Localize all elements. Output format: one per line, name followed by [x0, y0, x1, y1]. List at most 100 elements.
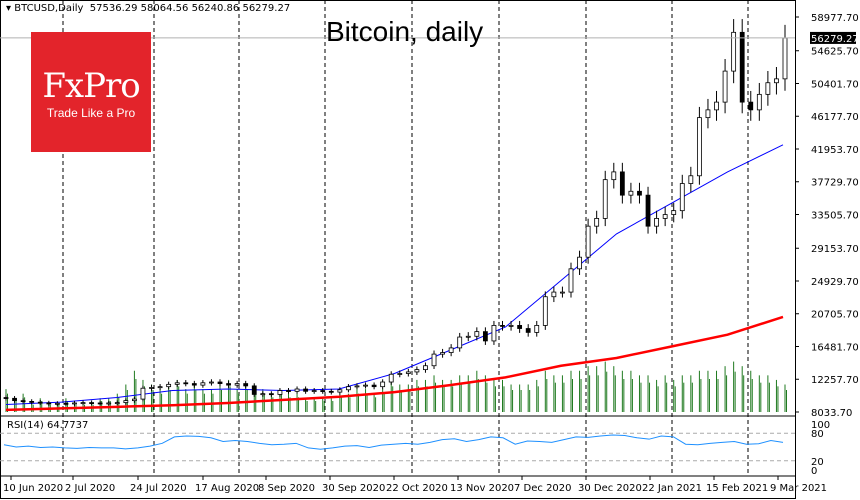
- candle-body: [577, 256, 582, 270]
- y-tick-label: 41953.70: [811, 145, 859, 156]
- x-tick-label: 22 Oct 2020: [386, 483, 448, 494]
- x-tick-label: 30 Dec 2020: [578, 483, 642, 494]
- candle-body: [268, 393, 274, 396]
- chart-frame: [0, 0, 796, 499]
- candle-body: [440, 352, 445, 355]
- candle-body: [491, 325, 497, 342]
- candle-body: [551, 291, 557, 298]
- y-tick-label: 20705.70: [811, 310, 859, 321]
- candle-body: [414, 369, 420, 373]
- y-tick-label: 8033.70: [811, 408, 852, 419]
- current-price-label: 56279.27: [811, 34, 859, 45]
- candle-body: [217, 381, 223, 384]
- candle-body: [474, 331, 480, 337]
- candle-body: [243, 383, 249, 387]
- candle-body: [602, 179, 608, 219]
- candle-body: [200, 382, 206, 386]
- candle-body: [388, 373, 394, 383]
- x-tick-label: 17 Aug 2020: [195, 483, 259, 494]
- candle-body: [508, 325, 514, 327]
- fxpro-logo: FxPro Trade Like a Pro: [31, 32, 151, 152]
- candle-body: [37, 401, 43, 404]
- candle-body: [542, 296, 548, 326]
- x-tick-label: 22 Jan 2021: [642, 483, 702, 494]
- candle-body: [294, 388, 300, 392]
- candle-body: [405, 371, 411, 374]
- candle-body: [226, 383, 231, 386]
- candle-body: [20, 400, 26, 403]
- candle-body: [397, 373, 403, 375]
- y-tick-label: 58977.70: [811, 13, 859, 24]
- candle-body: [3, 397, 9, 399]
- candle-body: [346, 386, 351, 391]
- candle-body: [482, 331, 488, 342]
- candle-body: [234, 383, 240, 386]
- candle-body: [679, 183, 685, 212]
- candle-body: [29, 401, 35, 403]
- y-tick-label: 37729.70: [811, 178, 859, 189]
- candle-body: [106, 402, 112, 405]
- candle-body: [174, 382, 180, 385]
- y-tick-label: 16481.70: [811, 342, 859, 353]
- candle-body: [645, 194, 651, 227]
- candle-body: [114, 402, 120, 404]
- candle-body: [782, 37, 788, 80]
- candle-body: [774, 78, 779, 84]
- candle-body: [525, 328, 531, 333]
- x-tick-label: 8 Sep 2020: [258, 483, 315, 494]
- candle-body: [72, 402, 77, 405]
- y-tick-label: 29153.70: [811, 244, 859, 255]
- candle-body: [12, 397, 17, 402]
- candle-body: [423, 365, 428, 371]
- candle-body: [619, 171, 625, 196]
- candle-body: [183, 382, 189, 385]
- candle-body: [260, 393, 266, 396]
- candle-body: [748, 101, 754, 111]
- candle-body: [80, 402, 86, 404]
- y-tick-label: 12257.70: [811, 375, 859, 386]
- candle-body: [585, 225, 591, 258]
- candle-body: [354, 385, 360, 388]
- symbol-header: ▾ BTCUSD,Daily 57536.29 58064.56 56240.8…: [6, 3, 291, 14]
- x-tick-label: 13 Nov 2020: [450, 483, 514, 494]
- rsi-level-label: 80: [811, 429, 824, 440]
- candle-body: [123, 400, 129, 403]
- candle-body: [560, 291, 565, 294]
- candle-body: [500, 325, 505, 327]
- current-price-box: [810, 31, 856, 44]
- x-tick-label: 2 Jul 2020: [65, 483, 115, 494]
- candle-body: [594, 218, 600, 227]
- candle-body: [688, 175, 694, 184]
- candle-body: [363, 384, 368, 387]
- candle-body: [705, 109, 711, 119]
- rsi-label: RSI(14) 64.7737: [7, 420, 89, 431]
- rsi-line: [3, 434, 784, 450]
- candle-body: [534, 325, 540, 333]
- candle-body: [696, 117, 702, 177]
- ma-slow-line: [5, 315, 784, 412]
- candle-body: [568, 268, 574, 293]
- candle-body: [286, 390, 291, 392]
- candle-body: [54, 402, 60, 405]
- candle-body: [320, 390, 326, 392]
- candle-body: [132, 398, 137, 402]
- candle-body: [722, 70, 728, 103]
- candle-body: [465, 335, 471, 338]
- x-tick-label: 30 Sep 2020: [322, 483, 385, 494]
- candle-body: [671, 210, 677, 215]
- candle-body: [337, 389, 343, 393]
- ohlc-values: 57536.29 58064.56 56240.86 56279.27: [89, 3, 291, 14]
- x-tick-label: 9 Mar 2021: [770, 483, 827, 494]
- candle-body: [277, 390, 283, 395]
- candle-body: [628, 190, 634, 196]
- x-tick-label: 15 Feb 2021: [706, 483, 768, 494]
- y-tick-label: 46177.70: [811, 112, 859, 123]
- candle-body: [765, 82, 771, 95]
- candle-body: [731, 31, 737, 72]
- candle-body: [431, 353, 437, 367]
- x-tick-label: 7 Dec 2020: [514, 483, 572, 494]
- candle-body: [63, 402, 69, 405]
- candle-body: [89, 402, 95, 404]
